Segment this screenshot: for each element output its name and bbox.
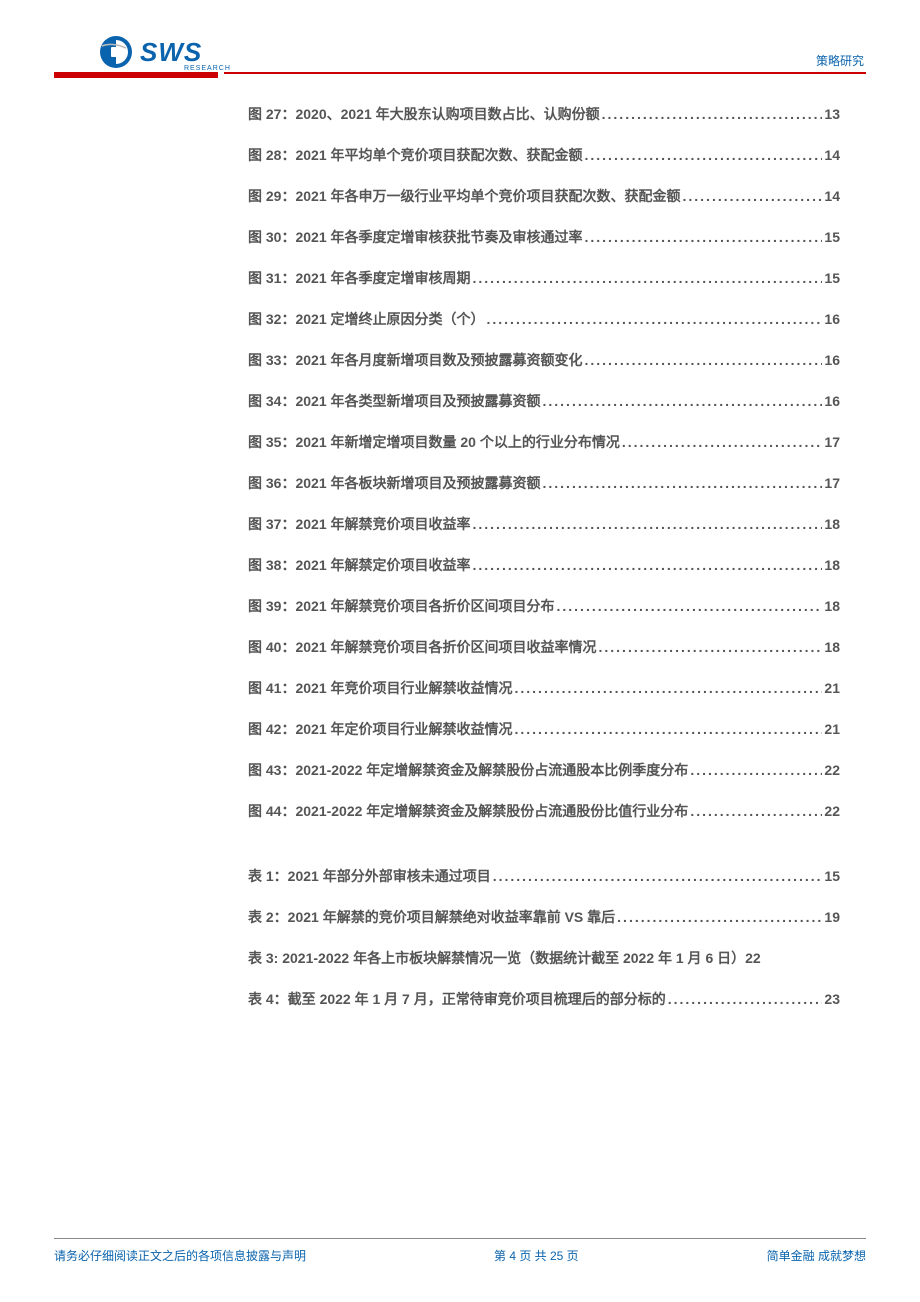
toc-leader-dots [543,393,823,409]
toc-entry-page: 16 [824,311,840,327]
toc-entry[interactable]: 表 4：截至 2022 年 1 月 7 月，正常待审竞价项目梳理后的部分标的 23 [248,989,840,1009]
toc-entry[interactable]: 图 41：2021 年竞价项目行业解禁收益情况 21 [248,678,840,698]
toc-entry-label: 图 39：2021 年解禁竞价项目各折价区间项目分布 [248,596,555,616]
toc-entry-label: 图 37：2021 年解禁竞价项目收益率 [248,514,471,534]
toc-leader-dots [473,557,823,573]
toc-leader-dots [585,229,823,245]
toc-entry-label: 图 38：2021 年解禁定价项目收益率 [248,555,471,575]
toc-leader-dots [473,516,823,532]
toc-entry[interactable]: 表 1：2021 年部分外部审核未通过项目 15 [248,866,840,886]
toc-entry[interactable]: 图 30：2021 年各季度定增审核获批节奏及审核通过率 15 [248,227,840,247]
toc-leader-dots [602,106,823,122]
toc-entry-page: 16 [824,393,840,409]
toc-entry-page: 13 [824,106,840,122]
toc-entry-label: 图 40：2021 年解禁竞价项目各折价区间项目收益率情况 [248,637,597,657]
toc-entry-label: 图 33：2021 年各月度新增项目数及预披露募资额变化 [248,350,583,370]
toc-content: 图 27：2020、2021 年大股东认购项目数占比、认购份额 13 图 28：20… [248,104,840,1030]
toc-entry-page: 15 [824,868,840,884]
document-category: 策略研究 [816,52,864,69]
toc-entry-label: 表 4：截至 2022 年 1 月 7 月，正常待审竞价项目梳理后的部分标的 [248,989,666,1009]
toc-entry-label: 图 36：2021 年各板块新增项目及预披露募资额 [248,473,541,493]
toc-leader-dots [493,868,823,884]
toc-entry[interactable]: 图 40：2021 年解禁竞价项目各折价区间项目收益率情况 18 [248,637,840,657]
toc-entry-page: 19 [824,909,840,925]
toc-entry-page: 18 [824,598,840,614]
toc-entry-label: 图 41：2021 年竞价项目行业解禁收益情况 [248,678,513,698]
toc-entry-label: 图 32：2021 定增终止原因分类（个） [248,309,485,329]
toc-entry-page: 23 [824,991,840,1007]
toc-entry-page: 14 [824,188,840,204]
toc-entry-page: 17 [824,475,840,491]
logo: SWS RESEARCH [98,34,202,70]
toc-leader-dots [683,188,823,204]
page-footer: 请务必仔细阅读正文之后的各项信息披露与声明 第 4 页 共 25 页 简单金融 … [54,1238,866,1264]
footer-disclaimer: 请务必仔细阅读正文之后的各项信息披露与声明 [54,1247,306,1264]
toc-leader-dots [473,270,823,286]
toc-leader-dots [543,475,823,491]
footer-slogan: 简单金融 成就梦想 [767,1247,866,1264]
toc-entry-page: 15 [824,270,840,286]
toc-leader-dots [515,680,823,696]
toc-entry-label: 图 28：2021 年平均单个竞价项目获配次数、获配金额 [248,145,583,165]
toc-entry[interactable]: 图 38：2021 年解禁定价项目收益率 18 [248,555,840,575]
toc-entry[interactable]: 图 36：2021 年各板块新增项目及预披露募资额 17 [248,473,840,493]
toc-entry-label: 图 35：2021 年新增定增项目数量 20 个以上的行业分布情况 [248,432,620,452]
toc-entry-page: 22 [745,950,761,966]
toc-entry-page: 22 [824,803,840,819]
footer-page-number: 第 4 页 共 25 页 [494,1247,579,1264]
toc-entry[interactable]: 图 27：2020、2021 年大股东认购项目数占比、认购份额 13 [248,104,840,124]
toc-entry-page: 15 [824,229,840,245]
logo-text: SWS [140,37,202,68]
toc-entry[interactable]: 图 32：2021 定增终止原因分类（个） 16 [248,309,840,329]
toc-entry[interactable]: 图 28：2021 年平均单个竞价项目获配次数、获配金额 14 [248,145,840,165]
toc-entry[interactable]: 图 29：2021 年各申万一级行业平均单个竞价项目获配次数、获配金额 14 [248,186,840,206]
toc-entry[interactable]: 图 34：2021 年各类型新增项目及预披露募资额 16 [248,391,840,411]
toc-entry[interactable]: 图 37：2021 年解禁竞价项目收益率 18 [248,514,840,534]
toc-entry[interactable]: 图 39：2021 年解禁竞价项目各折价区间项目分布 18 [248,596,840,616]
toc-entry-label: 图 27：2020、2021 年大股东认购项目数占比、认购份额 [248,104,600,124]
toc-entry[interactable]: 图 31：2021 年各季度定增审核周期 15 [248,268,840,288]
toc-entry-label: 表 1：2021 年部分外部审核未通过项目 [248,866,491,886]
toc-entry-label: 图 44：2021-2022 年定增解禁资金及解禁股份占流通股份比值行业分布 [248,801,688,821]
toc-leader-dots [617,909,822,925]
logo-subtitle: RESEARCH [184,65,231,72]
toc-leader-dots [668,991,823,1007]
toc-leader-dots [557,598,823,614]
toc-entry-label: 表 3: 2021-2022 年各上市板块解禁情况一览（数据统计截至 2022 … [248,948,745,968]
toc-entry-page: 16 [824,352,840,368]
toc-leader-dots [515,721,823,737]
toc-entry[interactable]: 表 2：2021 年解禁的竞价项目解禁绝对收益率靠前 VS 靠后 19 [248,907,840,927]
toc-leader-dots [585,352,823,368]
toc-entry-label: 图 29：2021 年各申万一级行业平均单个竞价项目获配次数、获配金额 [248,186,681,206]
toc-entry-page: 21 [824,721,840,737]
header-rule-thin [224,72,866,74]
toc-entry-page: 18 [824,639,840,655]
toc-leader-dots [487,311,823,327]
toc-entry[interactable]: 表 3: 2021-2022 年各上市板块解禁情况一览（数据统计截至 2022 … [248,948,840,968]
toc-entry-label: 图 30：2021 年各季度定增审核获批节奏及审核通过率 [248,227,583,247]
toc-leader-dots [690,762,822,778]
toc-leader-dots [599,639,823,655]
toc-entry[interactable]: 图 42：2021 年定价项目行业解禁收益情况 21 [248,719,840,739]
toc-entry-page: 22 [824,762,840,778]
header-rule-thick [54,72,218,78]
logo-icon [98,34,134,70]
toc-leader-dots [585,147,823,163]
toc-entry-label: 图 34：2021 年各类型新增项目及预披露募资额 [248,391,541,411]
toc-entry-label: 图 43：2021-2022 年定增解禁资金及解禁股份占流通股本比例季度分布 [248,760,688,780]
toc-entry-page: 18 [824,516,840,532]
toc-entry-label: 表 2：2021 年解禁的竞价项目解禁绝对收益率靠前 VS 靠后 [248,907,615,927]
toc-entry-label: 图 42：2021 年定价项目行业解禁收益情况 [248,719,513,739]
toc-entry-page: 14 [824,147,840,163]
toc-entry[interactable]: 图 35：2021 年新增定增项目数量 20 个以上的行业分布情况 17 [248,432,840,452]
toc-entry-page: 21 [824,680,840,696]
toc-entry-page: 17 [824,434,840,450]
toc-entry[interactable]: 图 43：2021-2022 年定增解禁资金及解禁股份占流通股本比例季度分布 22 [248,760,840,780]
toc-entry-label: 图 31：2021 年各季度定增审核周期 [248,268,471,288]
toc-leader-dots [690,803,822,819]
toc-leader-dots [622,434,823,450]
toc-entry[interactable]: 图 44：2021-2022 年定增解禁资金及解禁股份占流通股份比值行业分布 22 [248,801,840,821]
toc-entry[interactable]: 图 33：2021 年各月度新增项目数及预披露募资额变化 16 [248,350,840,370]
toc-entry-page: 18 [824,557,840,573]
